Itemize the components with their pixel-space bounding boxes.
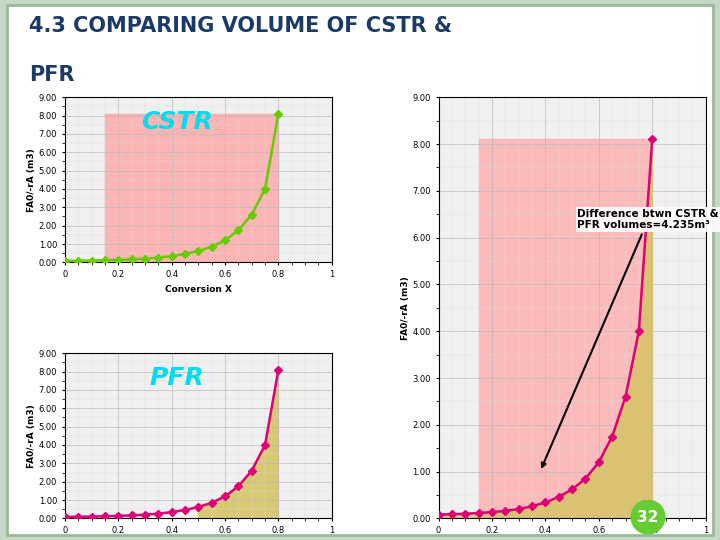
Text: 4.3 COMPARING VOLUME OF CSTR &: 4.3 COMPARING VOLUME OF CSTR &: [29, 16, 452, 36]
X-axis label: Conversion X: Conversion X: [165, 285, 232, 294]
Text: 32: 32: [637, 510, 659, 524]
Y-axis label: FA0/-rA (m3): FA0/-rA (m3): [27, 404, 36, 468]
Text: Difference btwn CSTR &
PFR volumes=4.235m³: Difference btwn CSTR & PFR volumes=4.235…: [542, 208, 719, 467]
Polygon shape: [198, 370, 279, 518]
Text: PFR: PFR: [150, 366, 204, 390]
Polygon shape: [438, 139, 652, 518]
Y-axis label: FA0/-rA (m3): FA0/-rA (m3): [401, 276, 410, 340]
Circle shape: [631, 500, 665, 534]
Y-axis label: FA0/-rA (m3): FA0/-rA (m3): [27, 148, 36, 212]
Text: PFR: PFR: [29, 65, 74, 85]
Text: CSTR: CSTR: [141, 110, 213, 134]
